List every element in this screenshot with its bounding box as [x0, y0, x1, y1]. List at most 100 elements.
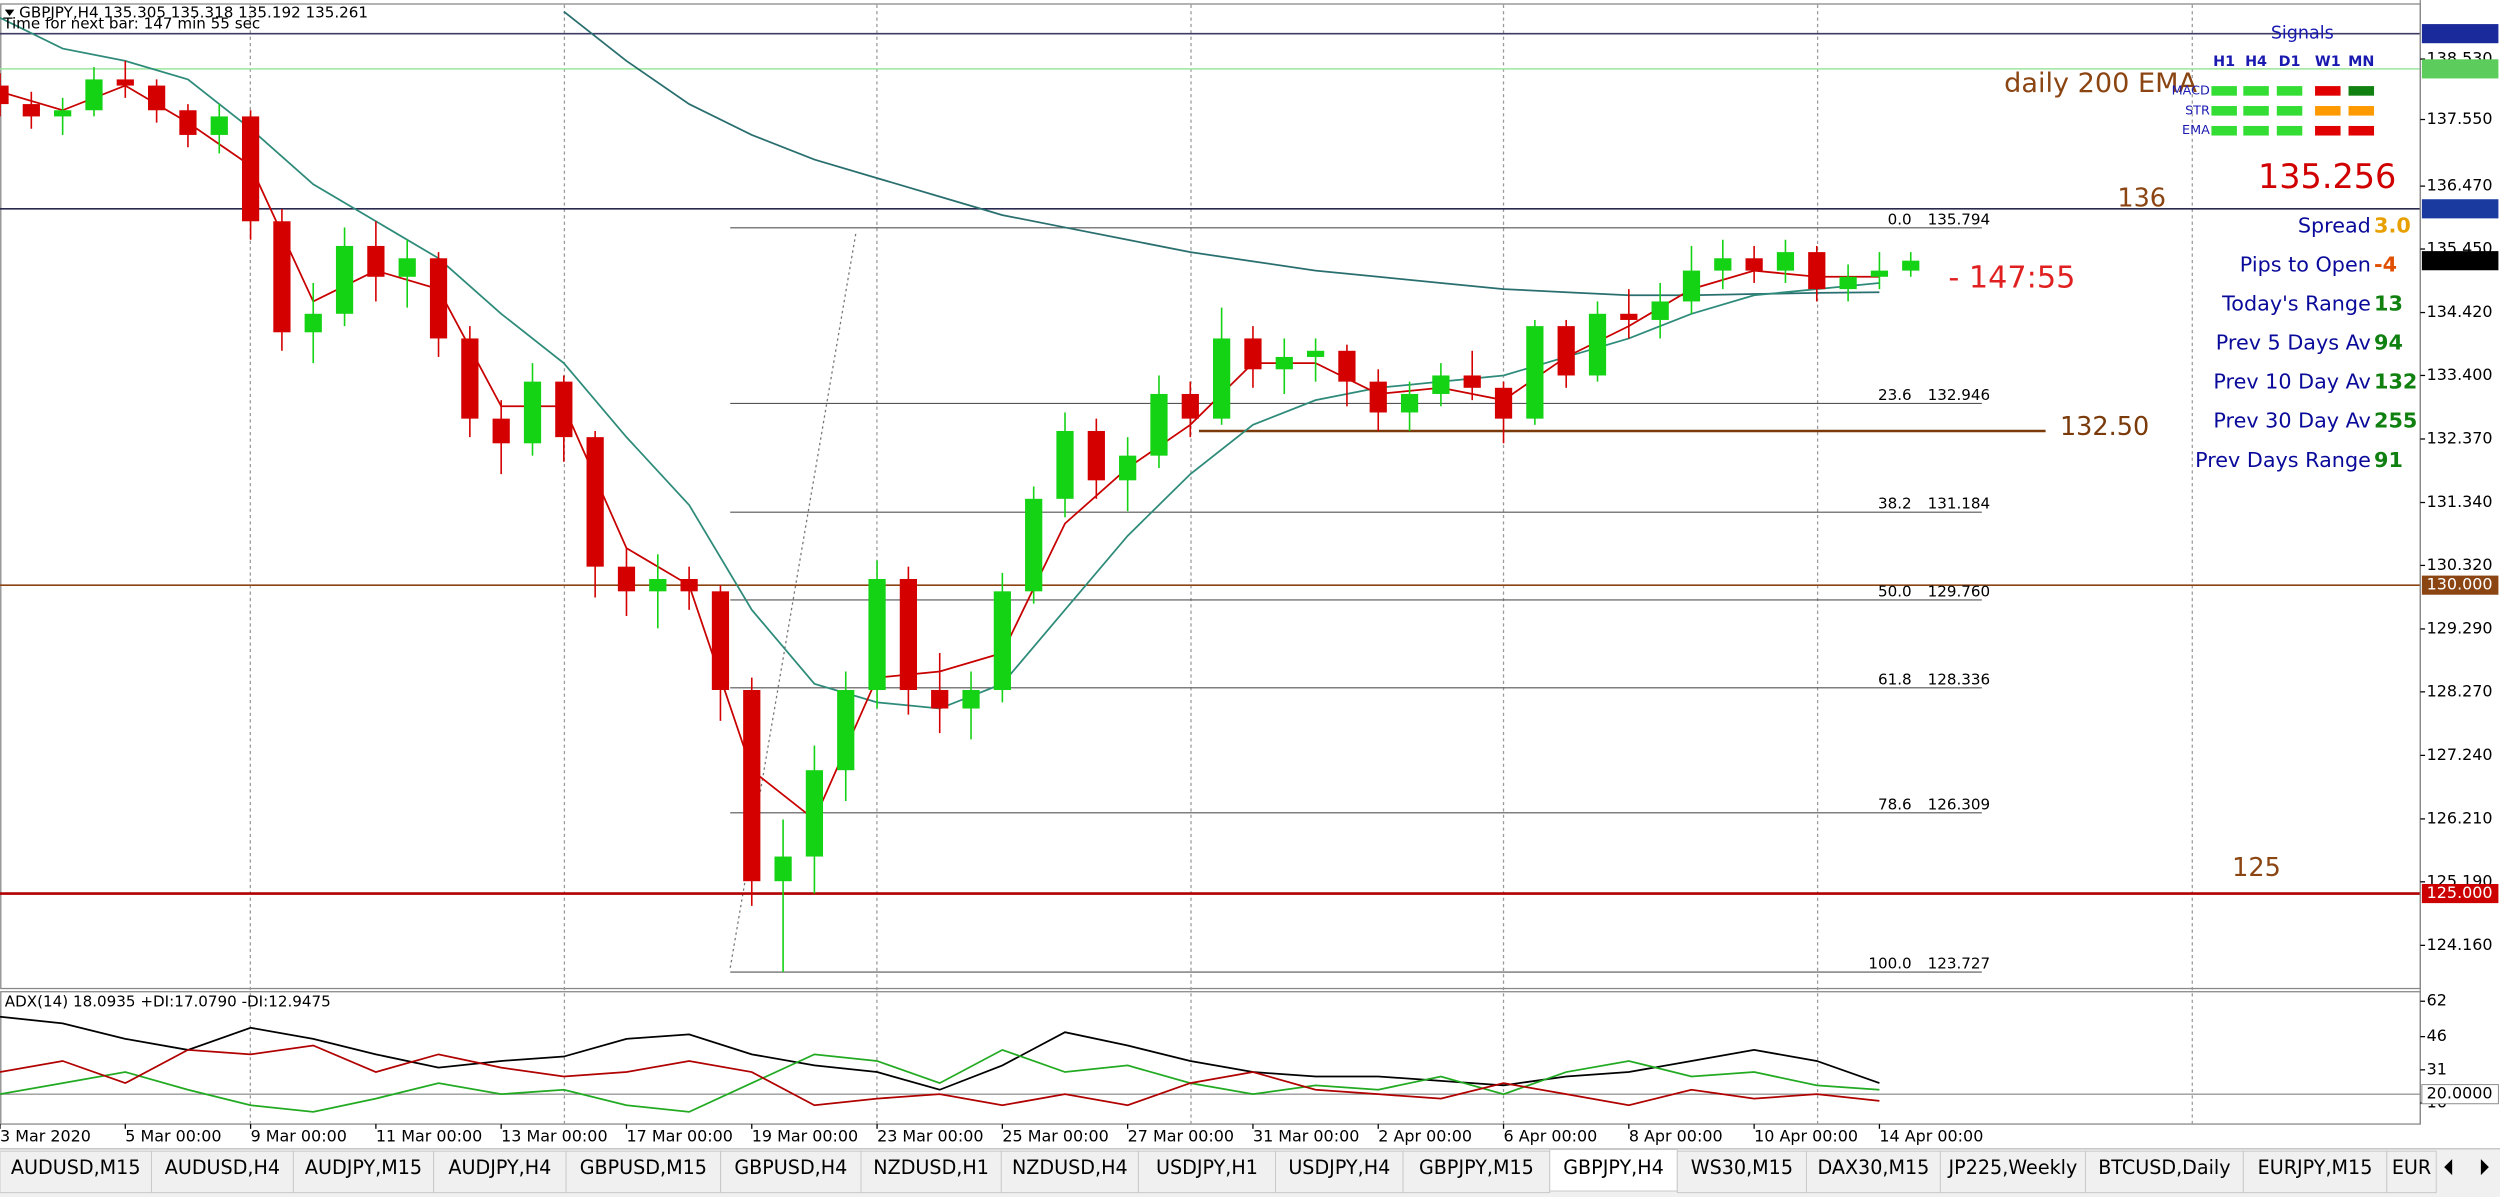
candle-body: [1306, 350, 1325, 357]
candle-body: [0, 85, 9, 105]
tab-active[interactable]: [1549, 1149, 1678, 1192]
signal-box: [2276, 125, 2303, 136]
fibo-price: 123.727: [1928, 955, 1991, 973]
x-tick-label: 13 Mar 00:00: [501, 1126, 607, 1145]
tab[interactable]: [2242, 1150, 2388, 1194]
y-tick-label: 130.320: [2427, 555, 2493, 574]
tab-label[interactable]: EUR: [2392, 1156, 2431, 1179]
adx-line: [0, 1015, 1880, 1091]
tab[interactable]: [433, 1150, 567, 1194]
tab-label[interactable]: BTCUSD,Daily: [2098, 1156, 2230, 1179]
tab-label[interactable]: GBPJPY,H4: [1563, 1156, 1664, 1179]
x-tick-label: 11 Mar 00:00: [376, 1126, 482, 1145]
candle-body: [241, 116, 260, 222]
signal-box: [2348, 106, 2375, 116]
tab[interactable]: [1137, 1150, 1276, 1194]
y-tick-label: 127.240: [2427, 745, 2493, 764]
tab[interactable]: [1402, 1150, 1551, 1194]
candle-body: [1588, 313, 1607, 376]
tab-label[interactable]: WS30,M15: [1691, 1156, 1793, 1179]
tab[interactable]: [2084, 1150, 2244, 1194]
candle-body: [1494, 387, 1513, 419]
adx-tick-label: 46: [2427, 1026, 2447, 1045]
tab-label[interactable]: NZDUSD,H4: [1012, 1156, 1128, 1179]
fibo-price: 126.309: [1928, 795, 1991, 813]
candle-body: [304, 313, 322, 333]
candle-body: [429, 258, 448, 339]
scroll-right[interactable]: [2480, 1159, 2489, 1176]
tab-label[interactable]: AUDJPY,H4: [448, 1156, 551, 1179]
level-box: [2421, 199, 2499, 219]
tab[interactable]: [720, 1150, 862, 1194]
fibo-ratio: 78.6: [1878, 795, 1912, 813]
candle-body: [1056, 430, 1074, 499]
candle-body: [1870, 270, 1889, 277]
info-value: 255: [2374, 409, 2417, 433]
tab-label[interactable]: GBPJPY,M15: [1419, 1156, 1534, 1179]
tab[interactable]: [1676, 1150, 1807, 1194]
tab[interactable]: [1805, 1150, 1941, 1194]
tab-label[interactable]: DAX30,M15: [1817, 1156, 1929, 1179]
candle-body: [711, 591, 730, 691]
tab-label[interactable]: USDJPY,H4: [1288, 1156, 1390, 1179]
tab[interactable]: [565, 1150, 722, 1194]
y-tick-label: 129.290: [2427, 618, 2493, 637]
signals-column: H4: [2245, 54, 2267, 70]
tab[interactable]: [292, 1150, 435, 1194]
fibo-price: 128.336: [1928, 670, 1991, 688]
signal-box: [2243, 106, 2269, 116]
x-tick-label: 31 Mar 00:00: [1253, 1126, 1359, 1145]
candle-body: [1557, 326, 1575, 376]
x-tick-label: 19 Mar 00:00: [752, 1126, 858, 1145]
tab[interactable]: [2386, 1150, 2437, 1194]
y-tick-label: 137.550: [2427, 109, 2493, 128]
candle-body: [617, 566, 636, 592]
signal-box: [2211, 106, 2237, 116]
chart-subtitle: Time for next bar: 147 min 55 sec: [2, 14, 260, 32]
tab-label[interactable]: NZDUSD,H1: [873, 1156, 989, 1179]
fibo-price: 132.946: [1928, 386, 1991, 404]
candle-body: [993, 591, 1011, 691]
chart-title: GBPJPY,H4 135.305 135.318 135.192 135.26…: [19, 3, 368, 21]
candle-body: [649, 578, 667, 592]
y-tick-label: 136.470: [2427, 176, 2493, 195]
tab-label[interactable]: GBPUSD,H4: [734, 1156, 847, 1179]
x-tick-label: 27 Mar 00:00: [1128, 1126, 1234, 1145]
tab-label[interactable]: AUDUSD,H4: [165, 1156, 280, 1179]
candle-body: [743, 690, 761, 882]
candle-body: [54, 110, 72, 117]
tab[interactable]: [1939, 1150, 2086, 1194]
tab[interactable]: [150, 1150, 294, 1194]
signal-box: [2211, 125, 2237, 136]
period-separators: [249, 4, 2193, 1125]
annotation: 125: [2232, 853, 2281, 883]
signals-column: H1: [2213, 54, 2235, 70]
tab-label[interactable]: AUDUSD,M15: [11, 1156, 141, 1179]
candle-body: [555, 381, 573, 438]
signal-box: [2315, 106, 2341, 116]
info-label: Prev Days Range: [2195, 448, 2371, 472]
tab[interactable]: [0, 1150, 152, 1194]
tab[interactable]: [1000, 1150, 1139, 1194]
info-value: 13: [2374, 292, 2403, 316]
tab[interactable]: [860, 1150, 1002, 1194]
adx-level-label: 20.0000: [2427, 1084, 2493, 1103]
x-tick-label: 9 Mar 00:00: [251, 1126, 347, 1145]
tabs: AUDUSD,M15 AUDUSD,H4 AUDJPY,M15 AUDJPY,H4 GB…: [0, 1149, 2437, 1194]
signal-box: [2243, 86, 2269, 96]
tab-label[interactable]: EURJPY,M15: [2258, 1156, 2373, 1179]
tab-label[interactable]: AUDJPY,M15: [305, 1156, 422, 1179]
level-box: [2421, 575, 2499, 595]
candle-body: [1275, 356, 1293, 370]
tab-label[interactable]: USDJPY,H1: [1156, 1156, 1258, 1179]
level-box: [2421, 59, 2499, 79]
signals-row-label: STR: [2185, 103, 2210, 118]
candle-body: [1244, 338, 1262, 370]
tab-label[interactable]: JP225,Weekly: [1948, 1156, 2078, 1179]
scroll-left[interactable]: [2444, 1159, 2453, 1176]
x-tick-label: 14 Apr 00:00: [1879, 1126, 1983, 1145]
candle-body: [85, 79, 103, 111]
tab-label[interactable]: GBPUSD,M15: [580, 1156, 707, 1179]
